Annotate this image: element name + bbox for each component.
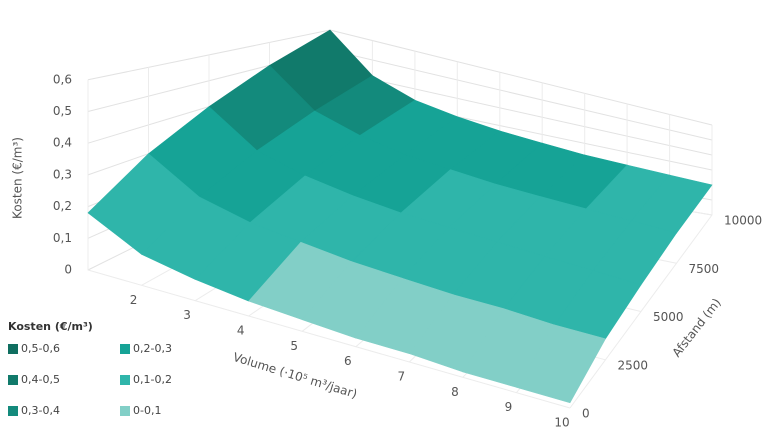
x-tick-label: 5 xyxy=(290,339,298,353)
x-tick-label: 9 xyxy=(505,400,513,414)
legend-label: 0,3-0,4 xyxy=(21,404,60,417)
z-tick-label: 0,5 xyxy=(53,104,72,118)
legend-swatch xyxy=(120,344,130,354)
z-tick-label: 0,4 xyxy=(53,136,72,150)
z-axis-label: Kosten (€/m³) xyxy=(11,137,25,219)
legend-swatch xyxy=(8,344,18,354)
y-tick-label: 10000 xyxy=(724,214,762,228)
z-tick-label: 0,2 xyxy=(53,199,72,213)
y-tick-label: 7500 xyxy=(689,262,720,276)
z-tick-label: 0,3 xyxy=(53,167,72,181)
x-axis-label: Volume (·10⁵ m³/jaar) xyxy=(231,350,359,401)
x-tick-label: 7 xyxy=(398,370,406,384)
legend-label: 0,5-0,6 xyxy=(21,342,60,355)
z-tick-label: 0,1 xyxy=(53,231,72,245)
x-tick-label: 6 xyxy=(344,354,352,368)
legend-label: 0-0,1 xyxy=(133,404,161,417)
legend-swatch xyxy=(8,406,18,416)
legend-label: 0,1-0,2 xyxy=(133,373,172,386)
x-tick-label: 10 xyxy=(554,416,569,427)
x-tick-label: 8 xyxy=(451,385,459,399)
z-tick-label: 0 xyxy=(64,263,72,277)
y-axis-label: Afstand (m) xyxy=(669,296,723,360)
surface-patch xyxy=(515,324,606,404)
y-tick-label: 2500 xyxy=(618,358,649,372)
z-tick-label: 0,6 xyxy=(53,72,72,86)
y-tick-label: 5000 xyxy=(653,310,684,324)
legend-swatch xyxy=(120,406,130,416)
x-tick-label: 4 xyxy=(237,324,245,338)
legend-swatch xyxy=(8,375,18,385)
legend-swatch xyxy=(120,375,130,385)
grid-line xyxy=(87,79,571,409)
legend-label: 0,2-0,3 xyxy=(133,342,172,355)
legend-label: 0,4-0,5 xyxy=(21,373,60,386)
x-tick-label: 2 xyxy=(130,293,138,307)
x-tick-label: 3 xyxy=(183,308,191,322)
y-tick-label: 0 xyxy=(582,407,590,421)
legend-title: Kosten (€/m³) xyxy=(8,320,93,333)
